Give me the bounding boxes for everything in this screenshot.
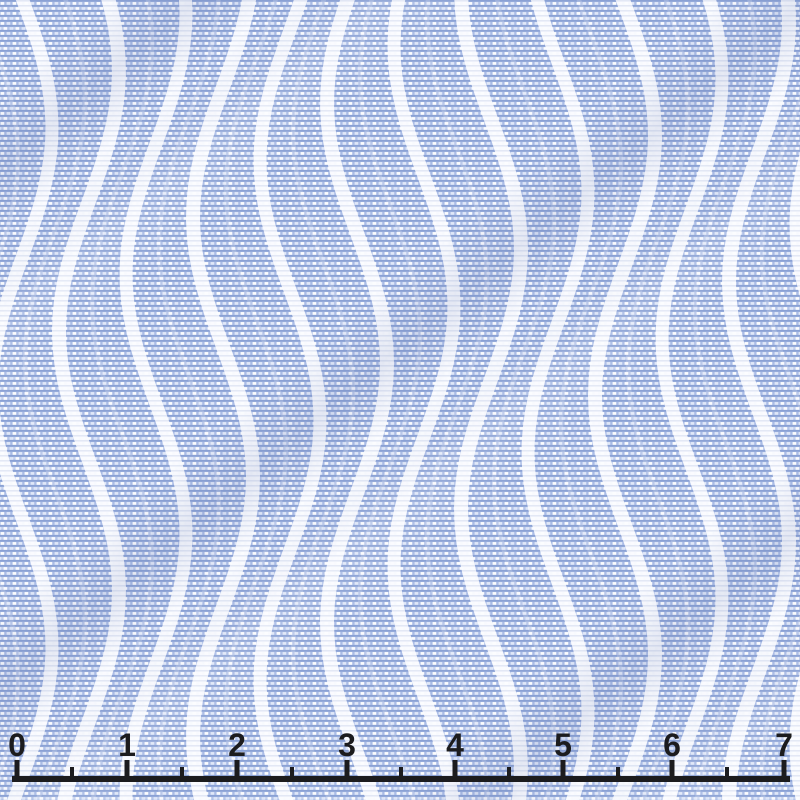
ruler-tick-major: [781, 760, 787, 782]
ruler-number-0: 0: [8, 727, 26, 763]
ruler-tick-major: [14, 760, 20, 782]
ruler-tick-major: [560, 760, 566, 782]
ruler-tick-major: [124, 760, 130, 782]
ruler-tick-minor: [725, 767, 729, 782]
ruler-number-3: 3: [338, 727, 356, 763]
ruler-tick-major: [234, 760, 240, 782]
ruler-number-4: 4: [446, 727, 464, 763]
ruler-tick-minor: [180, 767, 184, 782]
ruler-number-5: 5: [554, 727, 572, 763]
ruler-tick-minor: [290, 767, 294, 782]
ruler-tick-minor: [399, 767, 403, 782]
ruler-number-6: 6: [663, 727, 681, 763]
ruler-tick-major: [452, 760, 458, 782]
ruler-tick-major: [669, 760, 675, 782]
ruler-tick-minor: [616, 767, 620, 782]
ruler-tick-minor: [507, 767, 511, 782]
ruler-number-1: 1: [118, 727, 136, 763]
ruler-tick-minor: [70, 767, 74, 782]
ruler-tick-major: [344, 760, 350, 782]
ruler-number-2: 2: [228, 727, 246, 763]
ruler-number-7: 7: [775, 727, 793, 763]
measurement-ruler: 0 1 2 3 4 5 6 7: [8, 727, 793, 782]
